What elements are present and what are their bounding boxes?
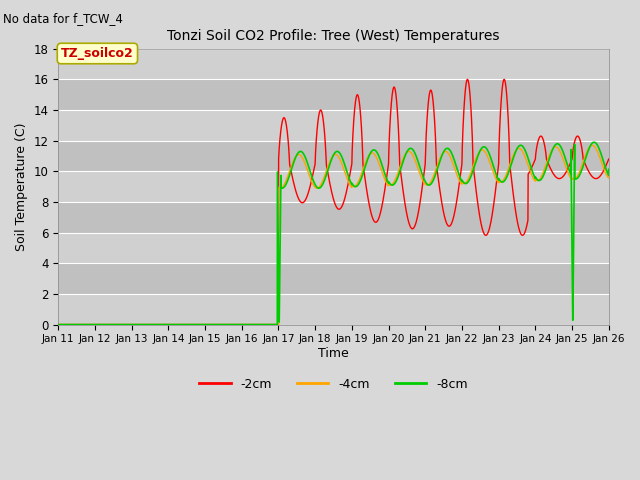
Y-axis label: Soil Temperature (C): Soil Temperature (C) — [15, 122, 28, 251]
Bar — [58, 263, 609, 294]
Bar — [58, 202, 609, 233]
Bar — [58, 294, 609, 324]
Legend: -2cm, -4cm, -8cm: -2cm, -4cm, -8cm — [195, 372, 473, 396]
Bar — [58, 110, 609, 141]
Bar — [58, 171, 609, 202]
Bar — [58, 79, 609, 110]
Text: No data for f_TCW_4: No data for f_TCW_4 — [3, 12, 123, 25]
Bar — [58, 49, 609, 79]
Title: Tonzi Soil CO2 Profile: Tree (West) Temperatures: Tonzi Soil CO2 Profile: Tree (West) Temp… — [167, 29, 500, 43]
Bar — [58, 141, 609, 171]
X-axis label: Time: Time — [318, 347, 349, 360]
Bar — [58, 233, 609, 263]
Text: TZ_soilco2: TZ_soilco2 — [61, 47, 134, 60]
